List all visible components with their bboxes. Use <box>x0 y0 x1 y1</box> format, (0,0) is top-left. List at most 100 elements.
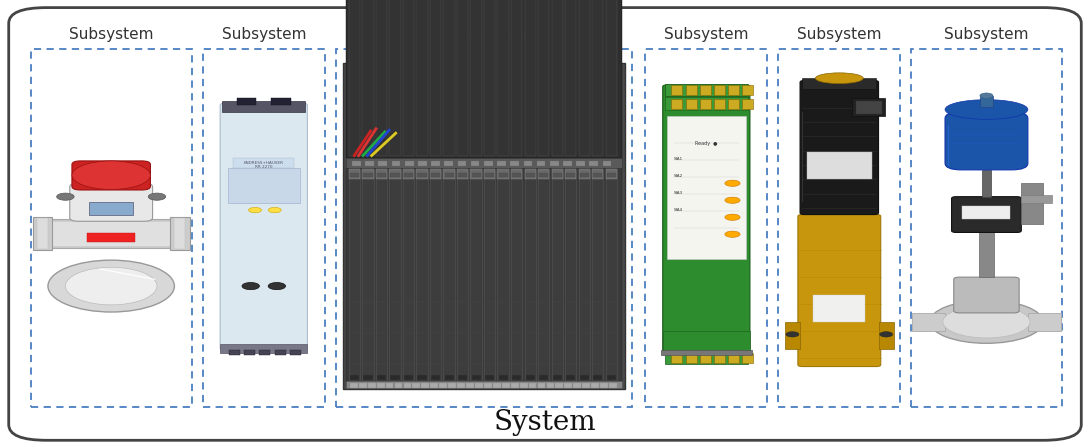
Bar <box>802 78 876 89</box>
Bar <box>431 383 438 388</box>
Bar <box>566 375 576 380</box>
Bar <box>416 0 427 156</box>
Bar <box>429 170 441 381</box>
Bar <box>813 295 865 322</box>
Bar <box>511 169 522 179</box>
Bar <box>457 170 469 381</box>
Bar <box>429 169 441 179</box>
Text: Subsystem: Subsystem <box>944 27 1029 42</box>
Bar <box>350 375 359 380</box>
Bar <box>982 170 991 197</box>
Bar <box>376 0 387 156</box>
Bar <box>580 375 589 380</box>
Bar <box>856 101 882 114</box>
Bar <box>565 170 577 381</box>
Circle shape <box>268 283 286 290</box>
Bar <box>458 375 468 380</box>
Bar <box>403 383 411 388</box>
Bar <box>48 221 174 246</box>
Bar <box>667 116 746 259</box>
Circle shape <box>725 231 740 237</box>
Text: SIA2: SIA2 <box>674 174 682 177</box>
Bar <box>565 0 577 156</box>
Bar <box>484 170 495 381</box>
Bar <box>728 85 739 95</box>
Bar <box>552 169 562 179</box>
Bar <box>275 350 286 355</box>
Text: Subsystem: Subsystem <box>441 27 526 42</box>
Bar <box>663 331 750 353</box>
Text: RR 2270: RR 2270 <box>255 165 272 169</box>
Bar <box>512 375 521 380</box>
Bar <box>404 173 413 177</box>
FancyBboxPatch shape <box>954 277 1019 313</box>
Bar <box>448 383 456 388</box>
Bar <box>728 99 739 109</box>
Bar <box>346 0 622 158</box>
Bar <box>471 170 482 381</box>
Bar <box>259 350 270 355</box>
FancyBboxPatch shape <box>945 112 1028 170</box>
Bar <box>511 170 522 381</box>
Bar <box>457 169 469 179</box>
Bar <box>432 161 440 166</box>
Ellipse shape <box>815 73 863 84</box>
Bar <box>540 173 548 177</box>
Bar <box>471 169 482 179</box>
Bar <box>37 218 48 249</box>
Bar <box>912 313 945 331</box>
Text: System: System <box>494 409 596 436</box>
Bar <box>404 161 413 166</box>
Bar <box>700 85 711 95</box>
Bar <box>606 0 617 156</box>
Bar <box>395 383 402 388</box>
Bar <box>497 161 506 166</box>
Bar <box>445 173 453 177</box>
Bar <box>529 383 536 388</box>
Bar <box>416 170 427 381</box>
Bar <box>389 170 401 381</box>
Bar <box>579 169 590 179</box>
Bar <box>472 173 481 177</box>
FancyBboxPatch shape <box>72 161 150 190</box>
Bar <box>523 161 532 166</box>
Bar <box>700 353 711 363</box>
Bar <box>546 383 555 388</box>
Ellipse shape <box>930 300 1043 343</box>
FancyBboxPatch shape <box>663 85 750 353</box>
Bar <box>416 169 427 179</box>
Bar <box>403 170 414 381</box>
Circle shape <box>980 93 993 98</box>
Bar <box>346 381 622 388</box>
Circle shape <box>725 180 740 186</box>
Ellipse shape <box>943 306 1030 338</box>
Bar <box>412 383 421 388</box>
Bar <box>520 383 528 388</box>
Bar <box>1021 183 1043 224</box>
Text: ENDRESS+HAUSER: ENDRESS+HAUSER <box>244 161 283 164</box>
Bar <box>458 161 467 166</box>
Bar <box>87 233 135 242</box>
Bar <box>349 0 360 156</box>
Bar <box>475 383 483 388</box>
FancyBboxPatch shape <box>220 103 307 351</box>
Bar <box>439 383 447 388</box>
Bar <box>591 383 600 388</box>
Bar <box>565 169 577 179</box>
Circle shape <box>148 193 166 200</box>
Bar <box>700 99 711 109</box>
Bar <box>404 375 413 380</box>
Bar <box>485 173 494 177</box>
Bar <box>422 383 429 388</box>
Bar <box>350 173 359 177</box>
Bar <box>457 383 465 388</box>
Bar <box>607 375 616 380</box>
Bar <box>390 173 400 177</box>
Bar <box>538 169 549 179</box>
Ellipse shape <box>48 260 174 312</box>
Bar <box>290 350 301 355</box>
Bar <box>417 173 426 177</box>
Bar <box>445 161 453 166</box>
Bar <box>498 375 508 380</box>
Bar <box>229 350 240 355</box>
